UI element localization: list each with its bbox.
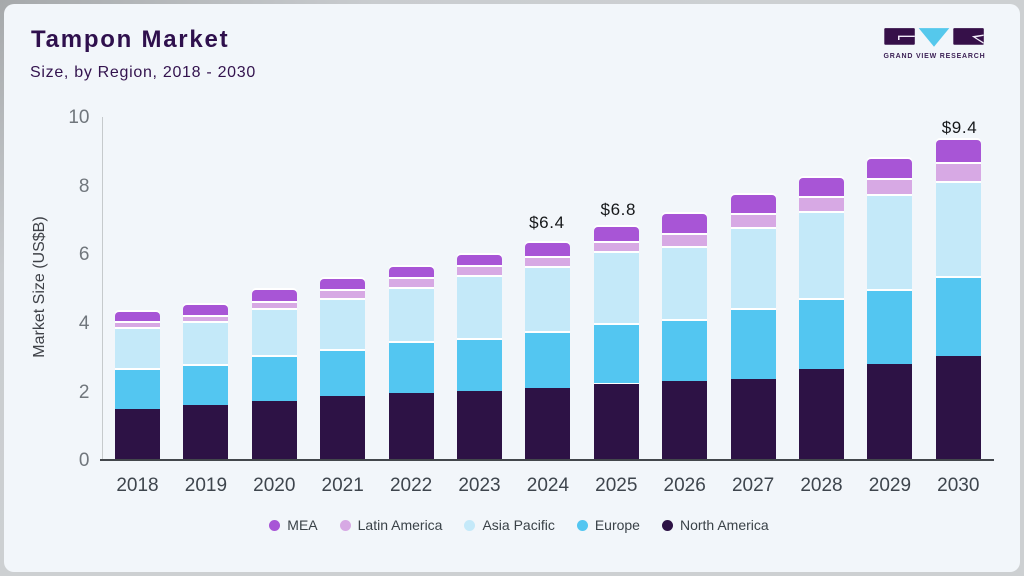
svg-text:GRAND VIEW RESEARCH: GRAND VIEW RESEARCH xyxy=(884,53,986,59)
